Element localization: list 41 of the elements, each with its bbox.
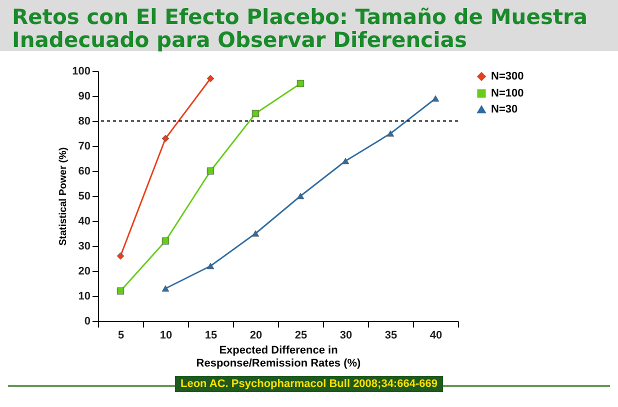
x-tick-label: 20 xyxy=(250,330,262,342)
point xyxy=(342,158,350,164)
y-tick-label: 50 xyxy=(78,190,90,202)
x-tick-label: 25 xyxy=(294,330,308,342)
text: Leon AC. Psychopharmacol Bull 2008;34:664-669 xyxy=(174,376,444,392)
point xyxy=(386,130,394,137)
y-axis-title: Statistical Power (%) xyxy=(58,147,70,246)
point xyxy=(116,252,124,260)
point xyxy=(206,74,214,82)
x-tick-label: 15 xyxy=(204,330,218,342)
point xyxy=(206,262,214,270)
y-tick-label: 80 xyxy=(78,116,90,128)
point xyxy=(162,237,170,245)
legend-label: N=30 xyxy=(491,104,518,116)
y-tick-label: 20 xyxy=(78,266,90,278)
y-tick-label: 40 xyxy=(78,216,90,228)
point xyxy=(296,80,304,88)
legend-label: N=300 xyxy=(491,70,524,82)
point xyxy=(252,230,260,237)
point xyxy=(162,134,170,142)
point xyxy=(432,95,440,102)
point xyxy=(206,167,214,175)
y-tick-label: 90 xyxy=(78,90,90,102)
y-tick-label: 70 xyxy=(78,140,90,152)
x-axis-title: Expected Difference in Response/Remission Rates (%) xyxy=(196,344,362,370)
x-tick-label: 10 xyxy=(160,330,172,342)
legend-label: N=100 xyxy=(491,88,524,100)
x-tick-label: 40 xyxy=(430,330,442,342)
y-tick-label: 100 xyxy=(72,66,90,78)
point xyxy=(296,192,304,200)
y-tick-label: 30 xyxy=(78,240,90,252)
y-tick-label: 10 xyxy=(78,290,90,302)
point xyxy=(116,287,124,295)
chart-title: Retos con El Efecto Placebo: Tamaño de Muestra Inadecuado para Observar Diferencias xyxy=(0,0,618,52)
x-tick-label: 30 xyxy=(340,330,352,342)
point xyxy=(252,110,260,118)
point xyxy=(162,285,170,292)
x-tick-label: 5 xyxy=(118,330,124,342)
y-tick-label: 60 xyxy=(78,166,90,178)
y-tick-label: 0 xyxy=(84,316,90,328)
x-tick-label: 35 xyxy=(384,330,398,342)
